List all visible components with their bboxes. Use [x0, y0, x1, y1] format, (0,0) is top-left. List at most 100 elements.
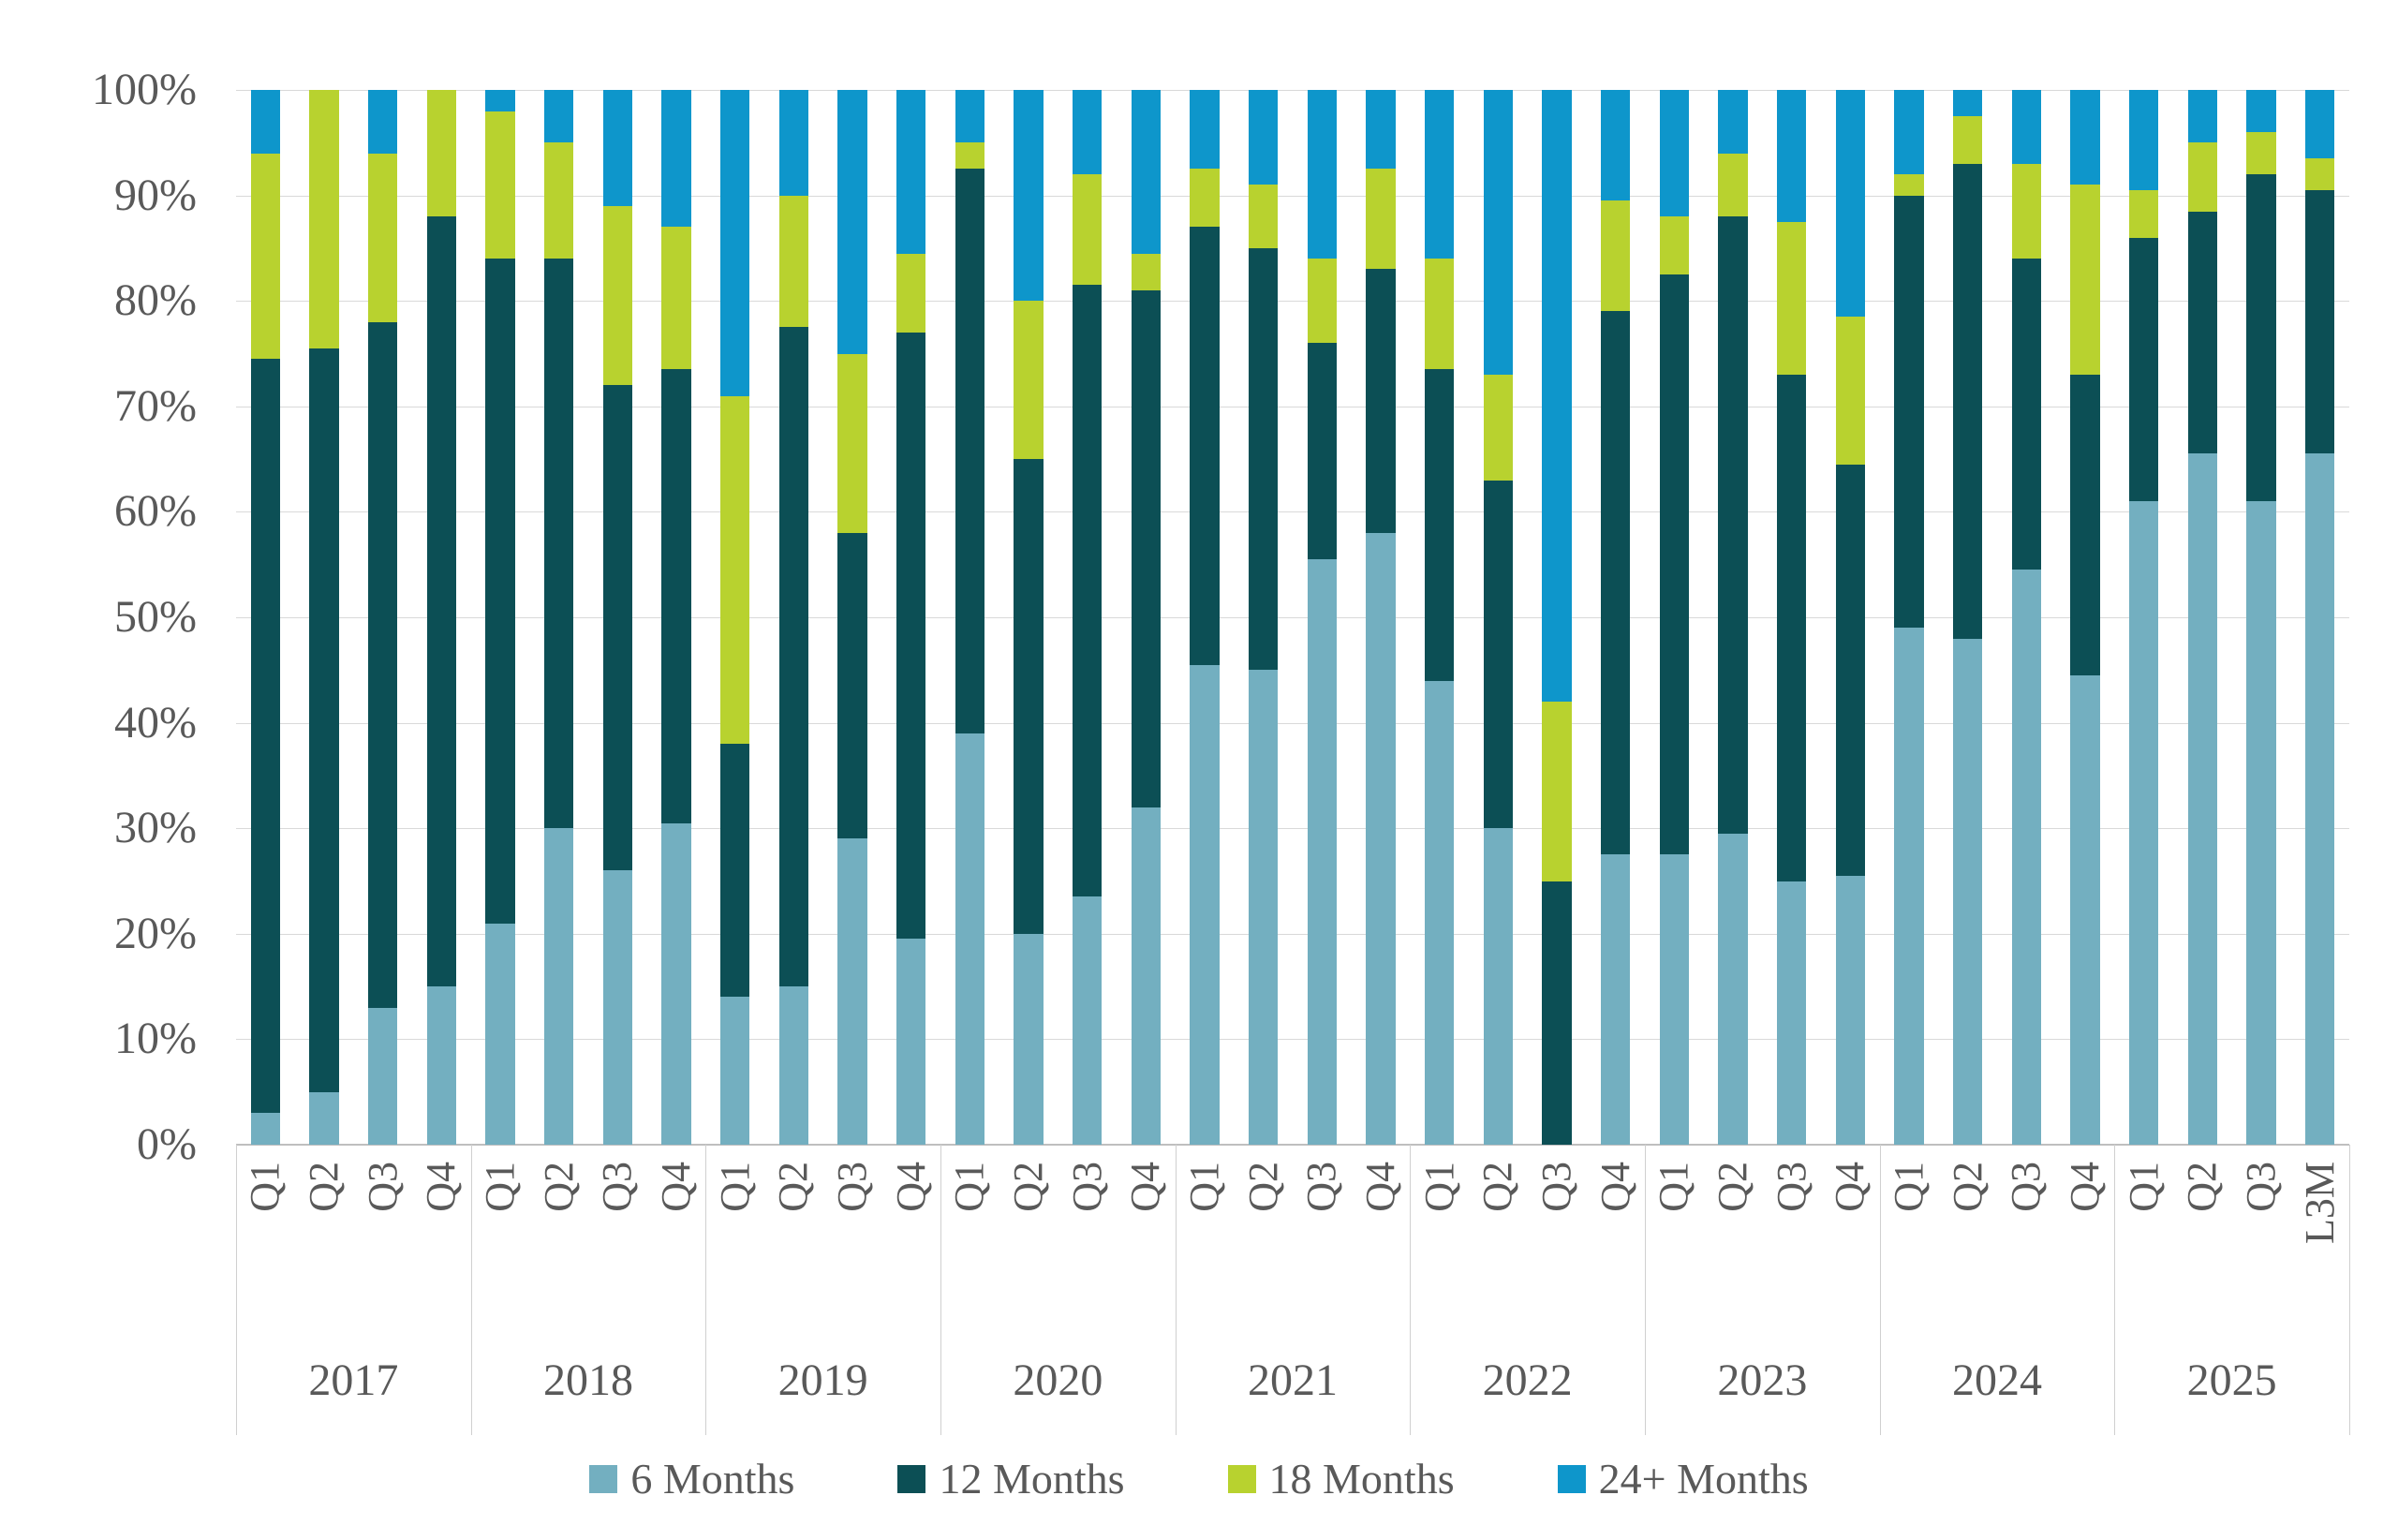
segment-6-months [1835, 875, 1865, 1145]
legend-item-6-months: 6 Months [589, 1458, 794, 1501]
bar-2017-Q1 [250, 90, 280, 1145]
segment-6-months [1425, 680, 1455, 1145]
x-axis-quarter-label-2021-Q3: Q3 [1298, 1162, 1344, 1321]
bar-2018-Q4 [661, 90, 691, 1145]
segment-18-months [1425, 259, 1455, 370]
x-axis-quarter-label-text: Q1 [1886, 1162, 1932, 1212]
x-axis-quarter-label-text: Q4 [1122, 1162, 1169, 1212]
segment-24-months [1131, 90, 1161, 254]
segment-6-months [1777, 881, 1807, 1145]
segment-12-months [1659, 274, 1689, 855]
segment-12-months [896, 333, 926, 940]
segment-24-months [2246, 90, 2276, 133]
segment-24-months [1601, 90, 1631, 201]
segment-18-months [1718, 153, 1748, 217]
year-separator-line [2114, 1145, 2116, 1435]
x-axis-quarter-label-2025-Q2: Q2 [2179, 1162, 2225, 1321]
bar-2025-Q3 [2246, 90, 2276, 1145]
x-axis-quarter-label-2023-Q3: Q3 [1769, 1162, 1814, 1321]
legend-swatch-icon [1557, 1465, 1586, 1493]
x-axis-quarter-label-text: Q3 [2238, 1162, 2284, 1212]
x-axis-quarter-label-2022-Q4: Q4 [1592, 1162, 1638, 1321]
bar-2022-Q3 [1542, 90, 1572, 1145]
x-axis-quarter-label-text: Q4 [1357, 1162, 1403, 1212]
segment-6-months [1131, 807, 1161, 1145]
segment-6-months [2305, 453, 2335, 1145]
x-axis-quarter-label-2018-Q3: Q3 [594, 1162, 640, 1321]
segment-12-months [1894, 195, 1924, 629]
segment-24-months [896, 90, 926, 254]
segment-6-months [2011, 570, 2041, 1145]
segment-24-months [1659, 90, 1689, 217]
x-axis-quarter-label-text: Q2 [535, 1162, 582, 1212]
x-axis-quarter-label-2023-Q1: Q1 [1650, 1162, 1696, 1321]
bar-2018-Q1 [485, 90, 515, 1145]
x-axis-quarter-label-2018-Q1: Q1 [477, 1162, 523, 1321]
x-axis-year-label-2023: 2023 [1717, 1355, 1808, 1405]
x-axis-quarter-label-text: Q1 [946, 1162, 993, 1212]
y-axis-tick-label: 10% [114, 1014, 197, 1064]
x-axis-quarter-label-2017-Q4: Q4 [418, 1162, 465, 1321]
bar-2018-Q3 [602, 90, 632, 1145]
segment-6-months [955, 733, 984, 1145]
segment-12-months [1366, 269, 1396, 533]
y-axis-tick-label: 90% [114, 170, 197, 220]
x-axis-quarter-label-2017-Q1: Q1 [242, 1162, 289, 1321]
x-axis-quarter-label-text: Q4 [418, 1162, 465, 1212]
legend-label: 12 Months [939, 1455, 1125, 1503]
x-axis-quarter-label-text: Q1 [1415, 1162, 1462, 1212]
segment-18-months [2129, 189, 2159, 238]
x-axis-quarter-label-2021-Q2: Q2 [1240, 1162, 1286, 1321]
segment-24-months [1542, 90, 1572, 703]
bar-2019-Q1 [720, 90, 750, 1145]
x-axis-quarter-label-2019-Q1: Q1 [712, 1162, 758, 1321]
x-axis-quarter-label-text: Q1 [242, 1162, 289, 1212]
segment-12-months [1131, 289, 1161, 807]
bar-2018-Q2 [544, 90, 574, 1145]
x-axis-quarter-label-text: Q2 [301, 1162, 347, 1212]
segment-24-months [1073, 90, 1103, 175]
x-axis-year-label-2021: 2021 [1247, 1355, 1338, 1405]
segment-12-months [1953, 163, 1983, 639]
gridline-30 [236, 828, 2349, 830]
bar-2021-Q4 [1366, 90, 1396, 1145]
segment-18-months [1542, 702, 1572, 881]
y-axis-tick-label: 40% [114, 697, 197, 748]
segment-24-months [661, 90, 691, 228]
segment-18-months [896, 253, 926, 333]
bar-2024-Q3 [2011, 90, 2041, 1145]
bar-2020-Q3 [1073, 90, 1103, 1145]
segment-12-months [485, 259, 515, 924]
segment-12-months [1483, 480, 1513, 829]
x-axis-quarter-label-2025-Q1: Q1 [2121, 1162, 2167, 1321]
x-axis-year-label-2022: 2022 [1482, 1355, 1573, 1405]
segment-12-months [2011, 259, 2041, 570]
x-axis-quarter-label-text: Q1 [1181, 1162, 1227, 1212]
segment-18-months [2011, 163, 2041, 259]
segment-12-months [309, 348, 339, 1092]
segment-12-months [1190, 227, 1220, 665]
segment-12-months [2129, 237, 2159, 502]
segment-18-months [309, 90, 339, 348]
segment-18-months [1835, 317, 1865, 465]
segment-18-months [1366, 169, 1396, 270]
year-separator-line [1175, 1145, 1177, 1435]
segment-18-months [1777, 221, 1807, 376]
segment-18-months [1190, 169, 1220, 228]
bar-2025-Q2 [2187, 90, 2217, 1145]
segment-12-months [1835, 464, 1865, 876]
x-axis-quarter-label-text: Q2 [1710, 1162, 1755, 1212]
segment-6-months [544, 828, 574, 1145]
segment-6-months [896, 939, 926, 1145]
segment-6-months [1249, 670, 1279, 1145]
segment-12-months [2187, 211, 2217, 454]
segment-12-months [426, 216, 456, 987]
segment-24-months [2305, 90, 2335, 159]
segment-24-months [1307, 90, 1337, 259]
segment-12-months [1425, 369, 1455, 681]
x-axis-quarter-label-2025-L3M: L3M [2297, 1162, 2343, 1321]
year-separator-line [1410, 1145, 1412, 1435]
x-axis-year-label-2025: 2025 [2186, 1355, 2277, 1405]
segment-12-months [1542, 881, 1572, 1145]
bar-2020-Q1 [955, 90, 984, 1145]
